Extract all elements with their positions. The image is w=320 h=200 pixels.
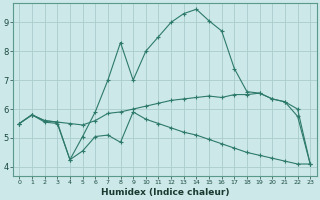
X-axis label: Humidex (Indice chaleur): Humidex (Indice chaleur) <box>100 188 229 197</box>
